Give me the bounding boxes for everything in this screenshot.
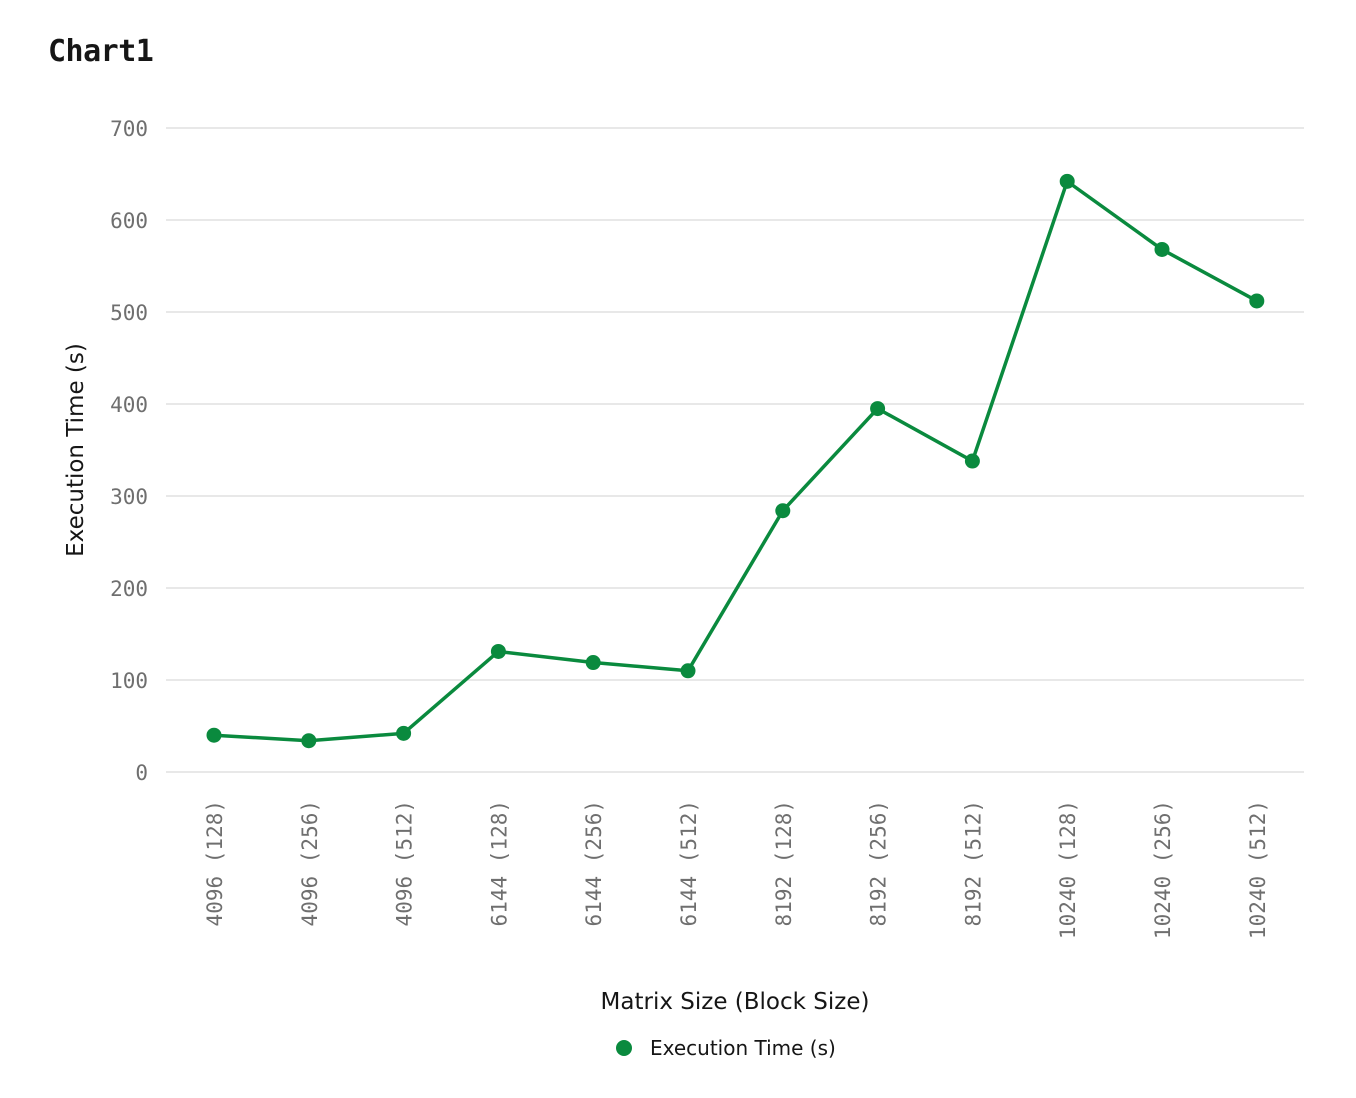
x-tick-label: 8192 (512): [961, 800, 985, 926]
x-tick-label: 4096 (128): [203, 800, 227, 926]
y-tick-label: 400: [110, 393, 148, 417]
x-tick-label: 6144 (512): [677, 800, 701, 926]
series-line: [213, 179, 1258, 743]
y-tick-label: 200: [110, 577, 148, 601]
y-axis-ticks: 0 100 200 300 400 500 600 700: [110, 117, 148, 785]
y-tick-label: 700: [110, 117, 148, 141]
y-tick-label: 600: [110, 209, 148, 233]
y-tick-label: 0: [135, 761, 148, 785]
y-axis-label: Execution Time (s): [63, 343, 89, 557]
y-tick-label: 500: [110, 301, 148, 325]
x-tick-label: 4096 (512): [393, 800, 417, 926]
x-tick-label: 6144 (256): [582, 800, 606, 926]
x-tick-label: 8192 (256): [867, 800, 891, 926]
data-point[interactable]: [301, 733, 317, 749]
data-point[interactable]: [1154, 241, 1170, 257]
x-tick-label: 4096 (256): [298, 800, 322, 926]
x-tick-label: 10240 (256): [1151, 800, 1175, 939]
x-tick-label: 6144 (128): [487, 800, 511, 926]
data-point[interactable]: [964, 453, 980, 469]
legend[interactable]: Execution Time (s): [616, 1036, 836, 1060]
data-point[interactable]: [490, 643, 506, 659]
data-point[interactable]: [870, 401, 886, 417]
legend-marker: [616, 1040, 632, 1056]
chart-title: Chart1: [48, 34, 154, 69]
series-layer: [206, 173, 1265, 749]
x-tick-label: 10240 (128): [1056, 800, 1080, 939]
x-axis-label: Matrix Size (Block Size): [601, 989, 870, 1015]
x-tick-label: 8192 (128): [772, 800, 796, 926]
data-point[interactable]: [1059, 173, 1075, 189]
x-axis-ticks: 4096 (128) 4096 (256) 4096 (512) 6144 (128)…: [203, 800, 1270, 939]
data-point[interactable]: [680, 663, 696, 679]
data-point[interactable]: [775, 503, 791, 519]
legend-label: Execution Time (s): [650, 1036, 836, 1060]
y-tick-label: 100: [110, 669, 148, 693]
data-point[interactable]: [585, 655, 601, 671]
data-point[interactable]: [206, 727, 222, 743]
x-tick-label: 10240 (512): [1246, 800, 1270, 939]
grid-lines: [166, 127, 1304, 773]
data-point[interactable]: [396, 725, 412, 741]
data-point[interactable]: [1249, 293, 1265, 309]
y-tick-label: 300: [110, 485, 148, 509]
